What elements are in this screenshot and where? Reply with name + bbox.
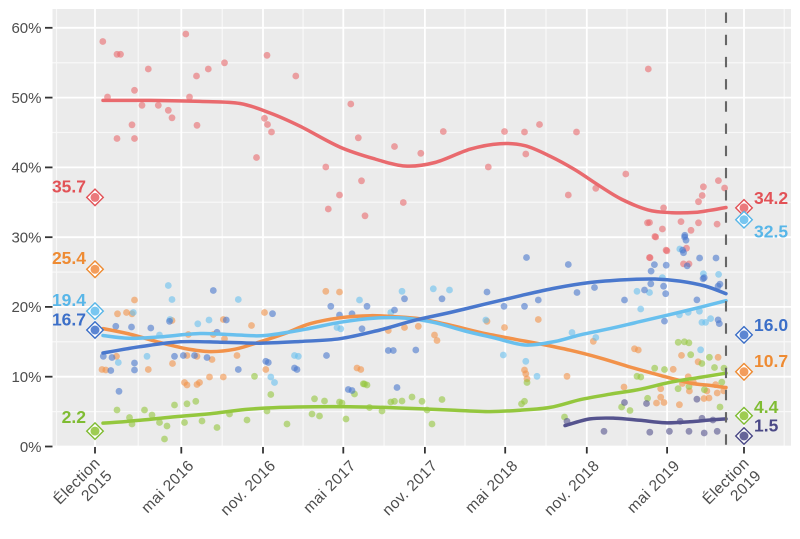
svg-text:4.4: 4.4 xyxy=(754,397,779,417)
svg-text:35.7: 35.7 xyxy=(52,177,86,197)
svg-text:1.5: 1.5 xyxy=(754,416,779,436)
svg-text:16.0: 16.0 xyxy=(754,315,788,335)
svg-text:10.7: 10.7 xyxy=(754,351,788,371)
svg-text:32.5: 32.5 xyxy=(754,222,788,242)
svg-text:50%: 50% xyxy=(11,90,41,107)
svg-text:34.2: 34.2 xyxy=(754,188,788,208)
svg-text:40%: 40% xyxy=(11,160,41,177)
svg-text:10%: 10% xyxy=(11,369,41,386)
svg-text:16.7: 16.7 xyxy=(52,310,86,330)
svg-text:0%: 0% xyxy=(20,439,42,456)
svg-text:25.4: 25.4 xyxy=(52,248,86,268)
svg-text:30%: 30% xyxy=(11,230,41,247)
svg-text:2.2: 2.2 xyxy=(62,407,87,427)
svg-text:19.4: 19.4 xyxy=(52,290,86,310)
svg-text:20%: 20% xyxy=(11,299,41,316)
svg-text:60%: 60% xyxy=(11,20,41,37)
